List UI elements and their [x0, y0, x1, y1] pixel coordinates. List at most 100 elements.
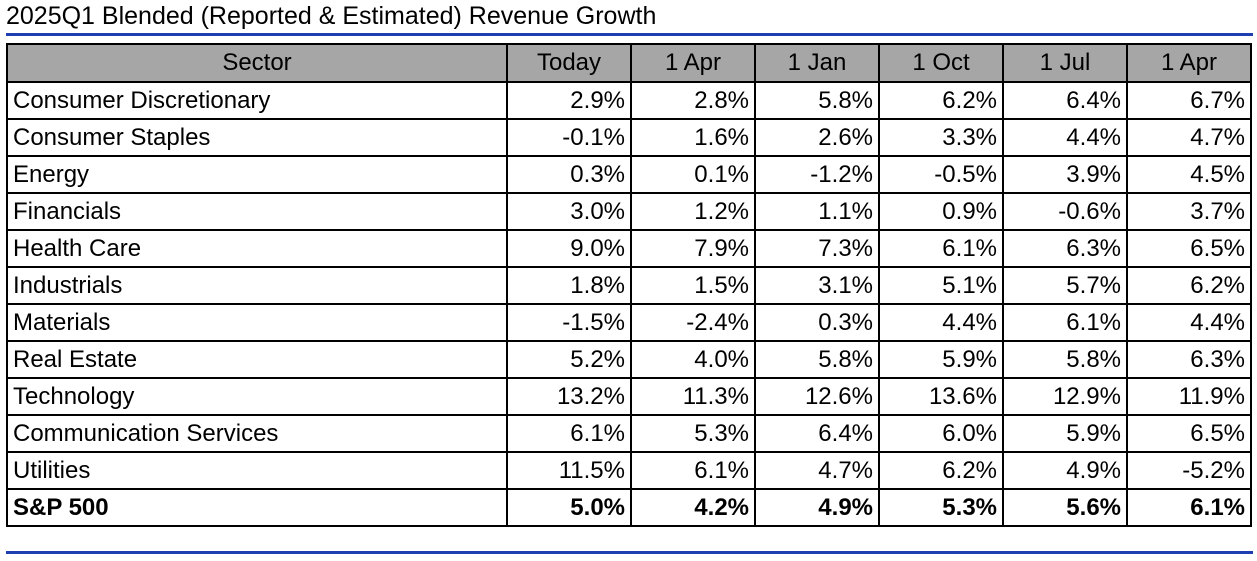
- value-cell: 3.0%: [506, 192, 632, 231]
- value-cell: 5.8%: [754, 81, 880, 120]
- sector-cell: Consumer Staples: [6, 118, 508, 157]
- header-1-apr: 1 Apr: [630, 43, 756, 83]
- header-sector: Sector: [6, 43, 508, 83]
- table-row: Real Estate 5.2% 4.0% 5.8% 5.9% 5.8% 6.3%: [6, 340, 1252, 379]
- sector-cell: Technology: [6, 377, 508, 416]
- value-cell: 4.0%: [630, 340, 756, 379]
- sector-cell: Industrials: [6, 266, 508, 305]
- value-cell: 6.7%: [1126, 81, 1252, 120]
- value-cell: 5.9%: [878, 340, 1004, 379]
- value-cell: -5.2%: [1126, 451, 1252, 490]
- value-cell: 6.1%: [1126, 488, 1252, 527]
- value-cell: 0.9%: [878, 192, 1004, 231]
- sector-cell: Consumer Discretionary: [6, 81, 508, 120]
- value-cell: 4.4%: [878, 303, 1004, 342]
- total-row: S&P 500 5.0% 4.2% 4.9% 5.3% 5.6% 6.1%: [6, 488, 1252, 527]
- value-cell: 6.5%: [1126, 229, 1252, 268]
- bottom-rule: [6, 551, 1253, 554]
- chart-title: 2025Q1 Blended (Reported & Estimated) Re…: [6, 2, 657, 30]
- header-1-jan: 1 Jan: [754, 43, 880, 83]
- value-cell: 12.6%: [754, 377, 880, 416]
- header-1-jul: 1 Jul: [1002, 43, 1128, 83]
- value-cell: -0.1%: [506, 118, 632, 157]
- value-cell: 6.2%: [878, 451, 1004, 490]
- sector-cell: Communication Services: [6, 414, 508, 453]
- value-cell: 5.3%: [878, 488, 1004, 527]
- value-cell: 5.8%: [754, 340, 880, 379]
- value-cell: 7.3%: [754, 229, 880, 268]
- value-cell: 1.8%: [506, 266, 632, 305]
- sector-cell: S&P 500: [6, 488, 508, 527]
- value-cell: 7.9%: [630, 229, 756, 268]
- table-row: Industrials 1.8% 1.5% 3.1% 5.1% 5.7% 6.2%: [6, 266, 1252, 305]
- value-cell: -0.6%: [1002, 192, 1128, 231]
- table-body: Consumer Discretionary 2.9% 2.8% 5.8% 6.2% 6.…: [6, 81, 1252, 527]
- value-cell: 5.8%: [1002, 340, 1128, 379]
- value-cell: 5.0%: [506, 488, 632, 527]
- table-row: Health Care 9.0% 7.9% 7.3% 6.1% 6.3% 6.5%: [6, 229, 1252, 268]
- value-cell: 1.2%: [630, 192, 756, 231]
- value-cell: 2.9%: [506, 81, 632, 120]
- table-row: Utilities 11.5% 6.1% 4.7% 6.2% 4.9% -5.2%: [6, 451, 1252, 490]
- value-cell: 3.7%: [1126, 192, 1252, 231]
- top-rule: [6, 33, 1253, 36]
- sector-cell: Materials: [6, 303, 508, 342]
- value-cell: 11.9%: [1126, 377, 1252, 416]
- value-cell: -0.5%: [878, 155, 1004, 194]
- value-cell: -2.4%: [630, 303, 756, 342]
- value-cell: 4.4%: [1002, 118, 1128, 157]
- value-cell: 0.3%: [506, 155, 632, 194]
- value-cell: 6.1%: [878, 229, 1004, 268]
- sector-cell: Financials: [6, 192, 508, 231]
- value-cell: 6.0%: [878, 414, 1004, 453]
- value-cell: 1.6%: [630, 118, 756, 157]
- value-cell: 4.9%: [1002, 451, 1128, 490]
- value-cell: 0.3%: [754, 303, 880, 342]
- value-cell: 2.8%: [630, 81, 756, 120]
- table-row: Energy 0.3% 0.1% -1.2% -0.5% 3.9% 4.5%: [6, 155, 1252, 194]
- value-cell: 4.7%: [754, 451, 880, 490]
- value-cell: 6.1%: [1002, 303, 1128, 342]
- value-cell: 6.2%: [1126, 266, 1252, 305]
- value-cell: 6.3%: [1002, 229, 1128, 268]
- value-cell: 5.6%: [1002, 488, 1128, 527]
- sector-cell: Utilities: [6, 451, 508, 490]
- sector-cell: Real Estate: [6, 340, 508, 379]
- value-cell: 6.3%: [1126, 340, 1252, 379]
- value-cell: 11.5%: [506, 451, 632, 490]
- value-cell: 3.1%: [754, 266, 880, 305]
- value-cell: 6.1%: [630, 451, 756, 490]
- value-cell: 3.3%: [878, 118, 1004, 157]
- value-cell: 4.4%: [1126, 303, 1252, 342]
- value-cell: 6.4%: [1002, 81, 1128, 120]
- value-cell: 1.1%: [754, 192, 880, 231]
- revenue-growth-table: Sector Today 1 Apr 1 Jan 1 Oct 1 Jul 1 A…: [6, 43, 1252, 527]
- header-1-oct: 1 Oct: [878, 43, 1004, 83]
- value-cell: 6.2%: [878, 81, 1004, 120]
- header-row: Sector Today 1 Apr 1 Jan 1 Oct 1 Jul 1 A…: [6, 43, 1252, 83]
- value-cell: 9.0%: [506, 229, 632, 268]
- table-row: Financials 3.0% 1.2% 1.1% 0.9% -0.6% 3.7%: [6, 192, 1252, 231]
- value-cell: 5.2%: [506, 340, 632, 379]
- value-cell: 5.1%: [878, 266, 1004, 305]
- value-cell: 4.2%: [630, 488, 756, 527]
- table-row: Technology 13.2% 11.3% 12.6% 13.6% 12.9% 11.9%: [6, 377, 1252, 416]
- value-cell: 5.9%: [1002, 414, 1128, 453]
- table-row: Communication Services 6.1% 5.3% 6.4% 6.0% 5.…: [6, 414, 1252, 453]
- table-row: Consumer Staples -0.1% 1.6% 2.6% 3.3% 4.4% 4.7…: [6, 118, 1252, 157]
- value-cell: 13.6%: [878, 377, 1004, 416]
- value-cell: 11.3%: [630, 377, 756, 416]
- value-cell: 5.7%: [1002, 266, 1128, 305]
- value-cell: 4.5%: [1126, 155, 1252, 194]
- value-cell: 6.1%: [506, 414, 632, 453]
- value-cell: 4.9%: [754, 488, 880, 527]
- value-cell: -1.2%: [754, 155, 880, 194]
- sector-cell: Health Care: [6, 229, 508, 268]
- value-cell: 13.2%: [506, 377, 632, 416]
- table-row: Materials -1.5% -2.4% 0.3% 4.4% 6.1% 4.4%: [6, 303, 1252, 342]
- value-cell: 4.7%: [1126, 118, 1252, 157]
- value-cell: 2.6%: [754, 118, 880, 157]
- header-today: Today: [506, 43, 632, 83]
- table-row: Consumer Discretionary 2.9% 2.8% 5.8% 6.2% 6.…: [6, 81, 1252, 120]
- header-1-apr-prior: 1 Apr: [1126, 43, 1252, 83]
